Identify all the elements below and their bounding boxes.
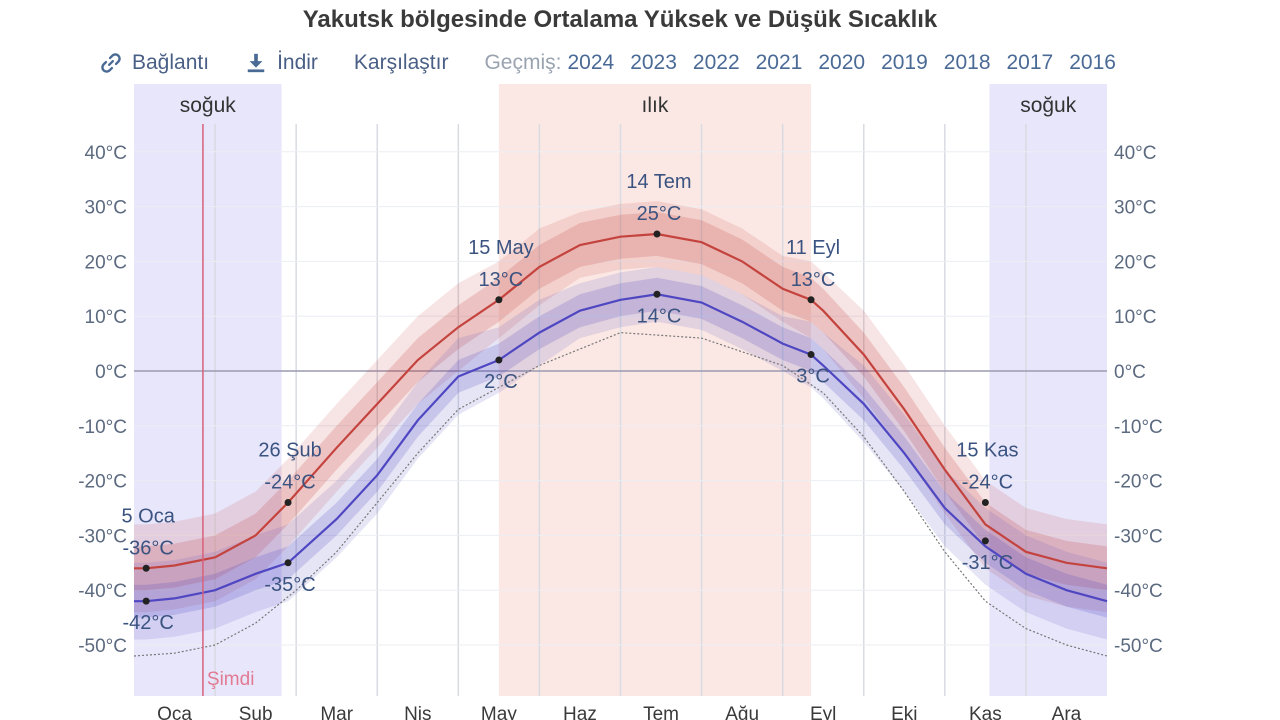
y-tick-label-left: 10°C: [85, 307, 127, 328]
annotation-value-10: -24°C: [962, 472, 1013, 494]
annotation-value-6: 25°C: [637, 203, 682, 225]
annotation-date-4: 15 May: [468, 237, 534, 259]
annotation-dot-3: [284, 559, 292, 567]
season-band-1: [498, 84, 812, 696]
month-label-7: Ağu: [725, 704, 759, 720]
annotation-date-8: 11 Eyl: [786, 237, 840, 259]
y-tick-label-left: -10°C: [78, 417, 127, 438]
link-label: Bağlantı: [132, 51, 210, 74]
high-temperature-line: [134, 232, 1108, 570]
annotation-date-6: 14 Tem: [626, 171, 691, 193]
annotation-dot-2: [284, 499, 292, 507]
season-label-0: soğuk: [180, 94, 237, 117]
chart-title: Yakutsk bölgesinde Ortalama Yüksek ve Dü…: [302, 6, 938, 33]
year-2016[interactable]: 2016: [1069, 51, 1116, 74]
link-icon: [101, 53, 121, 73]
y-tick-label-right: 10°C: [1114, 307, 1156, 328]
annotation-value-11: -31°C: [962, 552, 1013, 574]
annotation-dot-7: [653, 290, 661, 298]
month-label-0: Oca: [157, 704, 192, 720]
y-tick-label-left: -40°C: [78, 581, 127, 602]
compare-label: Karşılaştır: [353, 51, 449, 74]
season-label-2: soğuk: [1020, 94, 1077, 117]
annotation-dot-6: [653, 230, 661, 238]
annotation-value-9: 3°C: [796, 366, 830, 388]
annotation-value-2: -24°C: [264, 472, 315, 494]
annotation-dot-1: [142, 597, 150, 605]
high-outer-band: [134, 201, 1107, 613]
annotation-dot-0: [142, 564, 150, 572]
download-label: İndir: [277, 51, 318, 74]
season-band-0: [134, 84, 282, 696]
y-tick-label-right: 30°C: [1114, 198, 1156, 219]
annotation-dot-4: [495, 296, 503, 304]
annotation-date-10: 15 Kas: [956, 440, 1018, 462]
download-icon: [247, 53, 265, 73]
y-tick-label-left: 40°C: [85, 143, 127, 164]
low-outer-band: [134, 266, 1107, 640]
annotation-value-1: -42°C: [122, 612, 173, 634]
year-2022[interactable]: 2022: [692, 51, 740, 74]
compare-button[interactable]: Karşılaştır: [354, 51, 449, 75]
annotation-value-8: 13°C: [791, 269, 836, 291]
y-tick-label-right: -20°C: [1114, 472, 1163, 493]
annotation-dot-11: [981, 537, 989, 545]
year-2021[interactable]: 2021: [755, 51, 803, 74]
month-label-9: Eki: [891, 704, 917, 720]
year-2023[interactable]: 2023: [630, 51, 677, 74]
high-inner-band: [134, 212, 1107, 591]
month-label-4: May: [481, 704, 517, 720]
y-tick-label-right: -30°C: [1114, 526, 1163, 547]
low-temperature-line: [134, 293, 1108, 603]
year-2024[interactable]: 2024: [567, 51, 615, 74]
season-band-2: [989, 84, 1107, 696]
month-label-2: Mar: [320, 704, 353, 720]
year-2018[interactable]: 2018: [943, 51, 991, 74]
annotation-value-3: -35°C: [264, 574, 315, 596]
y-tick-label-right: -10°C: [1114, 417, 1163, 438]
annotation-dot-9: [807, 351, 815, 359]
link-button[interactable]: Bağlantı: [100, 51, 209, 75]
y-tick-label-left: 30°C: [85, 198, 127, 219]
annotation-value-7: 14°C: [637, 305, 682, 327]
season-label-1: ılık: [642, 94, 669, 117]
month-label-10: Kas: [969, 704, 1002, 720]
y-tick-label-left: 0°C: [95, 362, 127, 383]
history-label: Geçmiş:: [484, 51, 562, 74]
annotation-date-2: 26 Şub: [258, 440, 321, 462]
download-button[interactable]: İndir: [245, 51, 318, 75]
year-2020[interactable]: 2020: [818, 51, 866, 74]
month-label-11: Ara: [1052, 704, 1082, 720]
annotation-value-0: -36°C: [122, 537, 173, 559]
y-tick-label-left: -20°C: [78, 472, 127, 493]
y-tick-label-right: 20°C: [1114, 252, 1156, 273]
annotation-dot-8: [807, 296, 815, 304]
year-2019[interactable]: 2019: [881, 51, 928, 74]
y-tick-label-right: -40°C: [1114, 581, 1163, 602]
annotation-dot-5: [495, 356, 503, 364]
annotation-value-4: 13°C: [479, 269, 524, 291]
month-label-6: Tem: [643, 704, 679, 720]
y-tick-label-left: -30°C: [78, 526, 127, 547]
month-label-3: Nis: [404, 704, 431, 720]
y-tick-label-right: 40°C: [1114, 143, 1156, 164]
toolbar: Bağlantı İndir Karşılaştır Geçmiş: 2024 …: [100, 48, 1132, 78]
y-tick-label-left: 20°C: [85, 252, 127, 273]
year-2017[interactable]: 2017: [1006, 51, 1054, 74]
month-label-5: Haz: [563, 704, 597, 720]
annotation-dot-10: [981, 499, 989, 507]
month-label-8: Eyl: [810, 704, 836, 720]
y-tick-label-right: -50°C: [1114, 636, 1163, 657]
annotation-date-0: 5 Oca: [121, 505, 175, 527]
month-label-1: Şub: [239, 704, 273, 720]
now-label: Şimdi: [207, 669, 255, 690]
y-tick-label-right: 0°C: [1114, 362, 1146, 383]
y-tick-label-left: -50°C: [78, 636, 127, 657]
annotation-value-5: 2°C: [484, 371, 518, 393]
